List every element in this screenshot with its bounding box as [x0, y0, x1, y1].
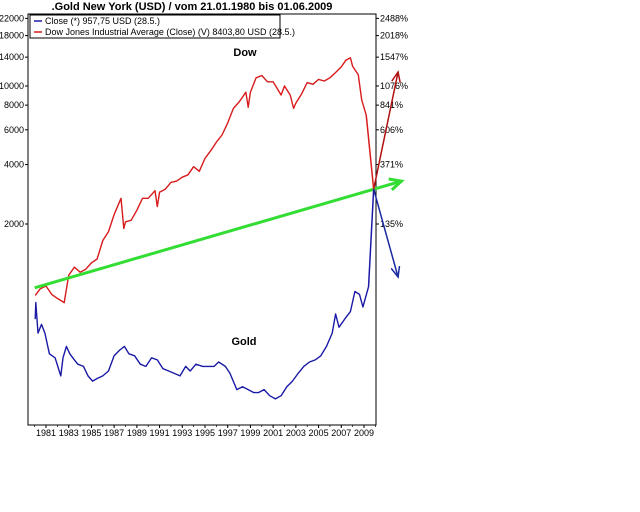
legend-box: [29, 14, 281, 39]
x-tick-label-9: 1999: [240, 428, 260, 438]
legend: Close (*) 957,75 USD (28.5.) Dow Jones I…: [29, 14, 295, 39]
dow-annotation: Dow: [233, 47, 257, 59]
left-y-axis: 22000 18000 14000 10000 8000 6000 4000 2000: [0, 13, 28, 229]
gold-extension: [367, 189, 375, 287]
series-line-gold: [34, 286, 370, 400]
trend-arrowhead: [388, 177, 405, 191]
projection-overlay: [34, 70, 405, 290]
right-tick-label-7: 135%: [380, 219, 403, 229]
left-tick-label-7: 2000: [4, 219, 24, 229]
x-tick-label-0: 1981: [36, 428, 56, 438]
x-tick-label-10: 2001: [263, 428, 283, 438]
right-tick-label-3: 1076%: [380, 81, 408, 91]
left-tick-label-0: 22000: [0, 13, 24, 23]
gold-annotation: Gold: [231, 336, 256, 348]
x-tick-label-2: 1985: [81, 428, 101, 438]
series-layer: [34, 57, 370, 400]
left-tick-label-1: 18000: [0, 31, 24, 41]
right-tick-label-5: 606%: [380, 125, 403, 135]
left-tick-label-6: 4000: [4, 160, 24, 170]
x-tick-label-1: 1983: [59, 428, 79, 438]
legend-label-gold: Close (*) 957,75 USD (28.5.): [45, 16, 160, 26]
right-tick-label-2: 1547%: [380, 52, 408, 62]
x-tick-label-4: 1989: [127, 428, 147, 438]
dow-extension: [365, 115, 375, 190]
gold-down-arrowhead: [390, 265, 401, 279]
plot-frame: [27, 13, 377, 426]
left-tick-label-5: 6000: [4, 125, 24, 135]
legend-label-dow: Dow Jones Industrial Average (Close) (V)…: [45, 27, 295, 37]
series-line-dow: [34, 57, 367, 304]
left-tick-label-2: 14000: [0, 52, 24, 62]
left-tick-label-3: 10000: [0, 81, 24, 91]
x-tick-label-11: 2003: [286, 428, 306, 438]
dow-up-arrow: [372, 71, 399, 190]
x-axis: 1981 1983 1985 1987 1989 1991 1993 1995 1997 1999…: [34, 425, 376, 438]
right-tick-label-0: 2488%: [380, 13, 408, 23]
trend-line: [34, 179, 402, 290]
chart-title: .Gold New York (USD) / vom 21.01.1980 bi…: [52, 1, 333, 13]
gold-down-arrow: [372, 189, 399, 278]
x-tick-label-7: 1995: [195, 428, 215, 438]
x-tick-label-3: 1987: [104, 428, 124, 438]
x-tick-label-13: 2007: [331, 428, 351, 438]
left-tick-label-4: 8000: [4, 100, 24, 110]
x-tick-label-8: 1997: [218, 428, 238, 438]
dow-up-arrowhead: [391, 70, 401, 83]
x-tick-label-12: 2005: [309, 428, 329, 438]
x-tick-label-6: 1993: [172, 428, 192, 438]
right-tick-label-1: 2018%: [380, 31, 408, 41]
right-y-axis: 2488%2018%1547%1076%841%606%371%135%: [376, 13, 408, 229]
right-tick-label-6: 371%: [380, 160, 403, 170]
x-tick-label-5: 1991: [150, 428, 170, 438]
x-tick-label-14: 2009: [354, 428, 374, 438]
